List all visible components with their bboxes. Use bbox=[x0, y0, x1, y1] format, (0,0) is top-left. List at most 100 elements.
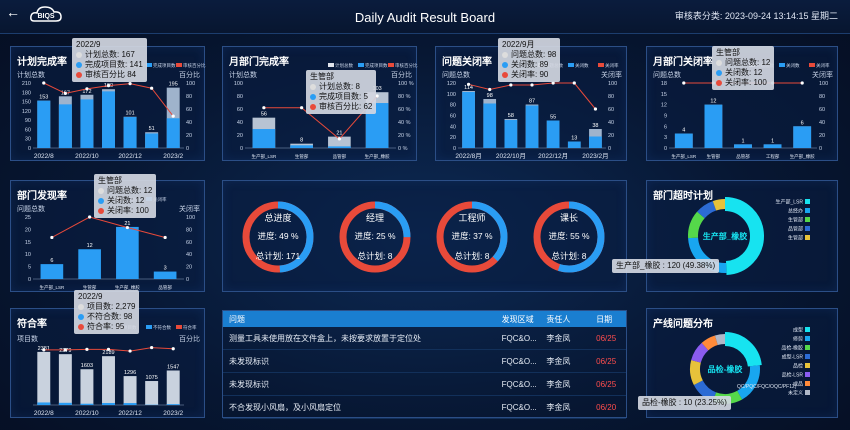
rate-point bbox=[50, 235, 54, 240]
legend-swatch bbox=[388, 63, 394, 67]
bar-done bbox=[123, 117, 137, 148]
y2-tick-label: 80 bbox=[608, 94, 614, 100]
gauge-total: 总计划: 8 bbox=[552, 251, 587, 261]
col-owner[interactable]: 责任人 bbox=[546, 314, 571, 324]
cell-issue: 未发现标识 bbox=[229, 379, 269, 389]
col-date[interactable]: 日期 bbox=[596, 314, 613, 324]
gauge-percent: 进度: 55 % bbox=[548, 231, 590, 241]
bar-done bbox=[123, 403, 137, 405]
legend-swatch bbox=[805, 217, 810, 222]
table-row[interactable]: 测量工具未使用放在文件盒上，未按要求放置于定位处 FQC&O... 李金凤 06/25 bbox=[223, 327, 626, 350]
table-row[interactable]: 不合发现小风扇，及小风扇定位 FQC&O... 李金凤 06/20 bbox=[223, 396, 626, 419]
donut-slice bbox=[697, 201, 717, 219]
rate-point bbox=[551, 81, 555, 85]
donut-slice bbox=[688, 211, 705, 239]
meta-prefix: 审核表分类: bbox=[674, 11, 723, 21]
table-row[interactable]: 未发现标识 FQC&O... 李金凤 06/25 bbox=[223, 373, 626, 396]
bar-done bbox=[504, 120, 518, 148]
panel-title: 部门超时计划 bbox=[653, 191, 713, 202]
y-axis-label: 计划总数 bbox=[229, 70, 257, 79]
tooltip-dept-discovery: 生管部 问题总数: 12 关闭数: 12 关闭率: 100 bbox=[94, 174, 157, 218]
y-tick-label: 120 bbox=[22, 109, 31, 115]
x-tick-label: 2022/8月 bbox=[455, 152, 481, 160]
y2-tick-label: 20 bbox=[186, 265, 192, 271]
cell-owner: 李金凤 bbox=[546, 402, 571, 412]
y2-tick-label: 100 bbox=[608, 81, 617, 87]
col-issue[interactable]: 问题 bbox=[229, 314, 245, 324]
x-tick-label: 品管部 bbox=[736, 153, 750, 160]
rate-point bbox=[106, 84, 111, 88]
tip-line: 关闭数: 12 bbox=[107, 196, 145, 205]
legend-label: 成品 bbox=[793, 381, 803, 388]
y-tick-label: 9 bbox=[664, 114, 667, 120]
legend-swatch bbox=[146, 325, 152, 329]
y2-tick-label: 100 bbox=[819, 81, 828, 87]
bar-done bbox=[462, 92, 475, 148]
y-tick-label: 15 bbox=[661, 92, 667, 98]
bar-total bbox=[37, 351, 51, 405]
data-label: 6 bbox=[801, 120, 804, 126]
chart-conformity: 项目数百分比项目数不符合数符合率238122791603218912961075… bbox=[17, 324, 200, 417]
gauge-name: 总进度 bbox=[264, 212, 291, 223]
cell-owner: 李金凤 bbox=[546, 379, 571, 389]
bar-done bbox=[365, 103, 389, 148]
y2-axis-label: 关闭率 bbox=[812, 70, 833, 79]
y-tick-label: 25 bbox=[25, 215, 31, 221]
x-tick-label: 生产部_LSR bbox=[39, 284, 65, 291]
cell-date: 06/25 bbox=[596, 333, 617, 343]
bar-total bbox=[116, 226, 139, 279]
bar-total bbox=[145, 381, 159, 405]
data-label: 3 bbox=[164, 266, 167, 272]
legend-swatch bbox=[805, 327, 810, 332]
bar-total bbox=[328, 136, 351, 148]
legend-swatch bbox=[176, 325, 182, 329]
y2-tick-label: 0 bbox=[186, 277, 189, 283]
data-label: 21 bbox=[124, 221, 130, 227]
tip-line: 不符合数: 98 bbox=[87, 312, 133, 321]
side-label: QC/PQC/FQC/OQC/PF12) bbox=[737, 384, 797, 390]
data-label: 1 bbox=[771, 138, 774, 144]
rate-point bbox=[63, 348, 67, 352]
y2-tick-label: 100 % bbox=[398, 81, 414, 87]
y-tick-label: 0 bbox=[453, 146, 456, 152]
x-tick-label: 工程部 bbox=[766, 153, 780, 160]
table-row[interactable]: 未发现标识 FQC&O... 李金凤 06/25 bbox=[223, 350, 626, 373]
back-arrow-icon[interactable]: ← bbox=[6, 4, 20, 20]
header-bar: ← BIQS Daily Audit Result Board 审核表分类: 2… bbox=[0, 0, 850, 34]
donut-slice bbox=[736, 365, 760, 400]
y2-axis-label: 百分比 bbox=[179, 334, 200, 343]
x-tick-label: 生产部_LSR bbox=[671, 153, 697, 160]
tip-line: 问题总数: 12 bbox=[107, 186, 153, 195]
cell-issue: 测量工具未使用放在文件盒上，未按要求放置于定位处 bbox=[229, 333, 421, 343]
legend-label: 审核百分比 bbox=[395, 62, 418, 69]
y2-tick-label: 20 bbox=[819, 133, 825, 139]
legend-swatch bbox=[779, 63, 785, 67]
bar-done bbox=[674, 133, 693, 148]
gauge-percent: 进度: 37 % bbox=[451, 231, 493, 241]
data-label: 4 bbox=[682, 128, 685, 134]
legend-label: 生管部 bbox=[788, 235, 803, 242]
x-tick-label: 2022/8 bbox=[34, 410, 54, 417]
rate-point bbox=[509, 83, 513, 87]
y2-tick-label: 40 % bbox=[398, 120, 411, 126]
table-header: 问题 发现区域 责任人 日期 bbox=[223, 311, 626, 327]
bar-done bbox=[102, 91, 115, 148]
bar-done bbox=[589, 136, 602, 148]
legend-swatch bbox=[805, 199, 810, 204]
y2-tick-label: 100 bbox=[186, 215, 195, 221]
legend-label: 总经办 bbox=[788, 208, 803, 215]
legend-label: 不符合数 bbox=[153, 324, 171, 331]
y2-tick-label: 80 bbox=[819, 94, 825, 100]
x-tick-label: 2022/8 bbox=[34, 153, 54, 160]
logo-text: BIQS bbox=[37, 13, 54, 20]
donut-slice bbox=[691, 342, 709, 364]
gauge-total: 总计划: 8 bbox=[358, 251, 393, 261]
legend-label: 生产部_LSR bbox=[775, 199, 803, 206]
y2-axis-label: 关闭率 bbox=[179, 204, 200, 213]
gauge-progress bbox=[436, 201, 508, 273]
col-area[interactable]: 发现区域 bbox=[501, 314, 534, 324]
data-label: 21 bbox=[336, 131, 342, 137]
panel-title: 计划完成率 bbox=[17, 57, 67, 68]
y-tick-label: 0 bbox=[28, 277, 31, 283]
